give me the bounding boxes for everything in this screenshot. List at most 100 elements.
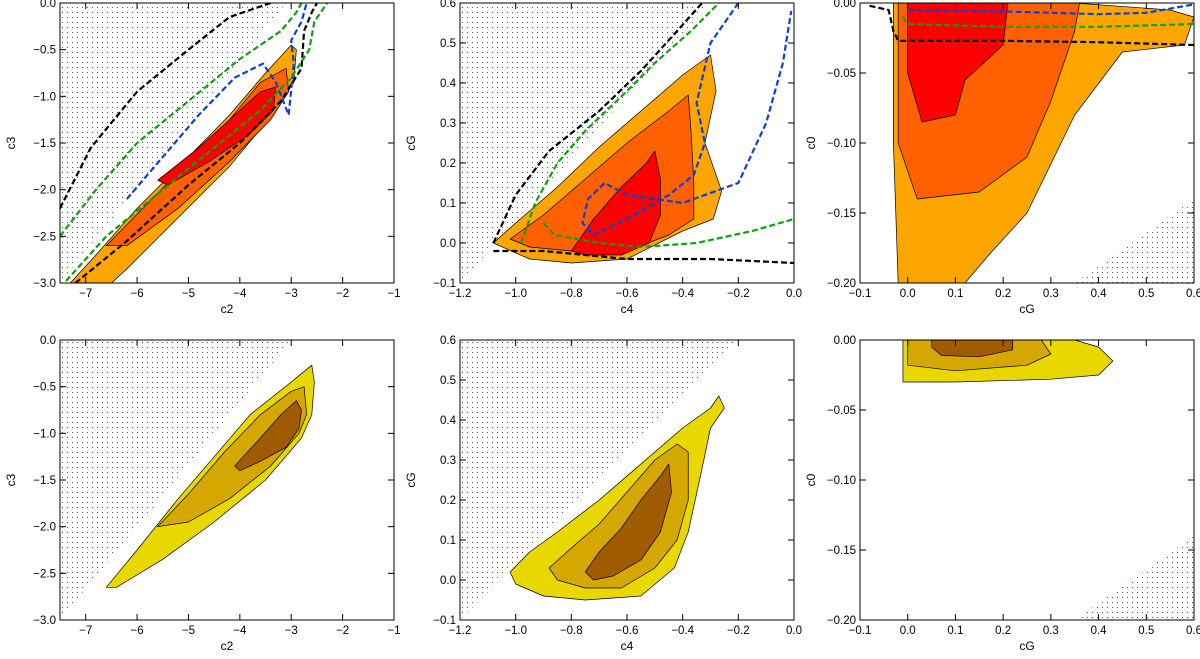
x-tick-label: −2 [336, 625, 349, 637]
x-tick-label: −0.4 [671, 288, 694, 300]
y-tick-label: −0.20 [827, 278, 856, 290]
contour-inner [157, 86, 277, 186]
y-tick-label: 0.3 [440, 455, 456, 467]
x-tick-label: 0.0 [900, 625, 916, 637]
y-tick-label: −0.5 [33, 382, 56, 394]
y-tick-label: −0.15 [827, 545, 856, 557]
contour-middle [548, 443, 689, 589]
sample-dots-region [1074, 536, 1194, 620]
sample-dots-region [460, 3, 711, 283]
x-tick-label: −5 [182, 625, 195, 637]
y-tick-label: −0.05 [827, 405, 856, 417]
contour-inner [931, 340, 1014, 358]
y-tick-label: −1.5 [33, 475, 56, 487]
dashed-contour-line [60, 3, 303, 238]
x-tick-label: −1.0 [504, 288, 527, 300]
y-tick-label: −3.0 [33, 615, 56, 627]
x-axis-label: c4 [621, 302, 634, 316]
x-axis-label: c4 [621, 639, 634, 653]
x-tick-label: −7 [79, 288, 92, 300]
panel-bottom-1: −1.2 −1.0 −0.8 −0.6 −0.4 −0.2 0.0 0.6 0.5 0.4 0.3 0… [404, 335, 802, 653]
x-tick-label: −0.1 [849, 625, 872, 637]
y-tick-label: −0.10 [827, 138, 856, 150]
x-tick-label: −6 [131, 288, 144, 300]
plot-area [460, 340, 739, 620]
panel-top-0: −7 −6 −5 −4 −3 −2 −1 0.0 −0.5 −1.0 −1.5 −2.0 −2.5 −3.… [4, 0, 401, 316]
y-axis-label: c0 [804, 136, 818, 149]
x-tick-label: 0.5 [1138, 625, 1154, 637]
y-tick-label: −2.0 [33, 522, 56, 534]
y-tick-label: 0.6 [440, 0, 456, 10]
x-tick-label: −7 [79, 625, 92, 637]
sample-dots-region [460, 340, 739, 620]
y-tick-label: 0.2 [440, 495, 456, 507]
y-tick-label: −2.5 [33, 231, 56, 243]
y-tick-label: −0.10 [827, 475, 856, 487]
dashed-contour-line [542, 217, 794, 249]
y-tick-label: 0.4 [440, 415, 457, 427]
x-tick-label: 0.3 [1043, 288, 1059, 300]
x-axis-label: cG [1019, 302, 1034, 316]
plot-area [902, 340, 1194, 620]
y-axis-label: c3 [4, 473, 18, 486]
x-axis-label: c2 [221, 639, 234, 653]
dashed-contour-line [581, 3, 793, 237]
panel-top-2: −0.1 0.0 0.1 0.2 0.3 0.4 0.5 0.6 0.00 −0.05 −0.10 −… [804, 0, 1200, 316]
x-tick-label: −0.8 [560, 288, 583, 300]
y-tick-label: −0.5 [33, 45, 56, 57]
x-tick-label: 0.6 [1186, 625, 1200, 637]
x-tick-label: 0.6 [1186, 288, 1200, 300]
y-tick-label: 0.1 [440, 535, 456, 547]
x-tick-label: 0.3 [1043, 625, 1059, 637]
dashed-contour-line [125, 3, 308, 200]
x-tick-label: −3 [285, 288, 298, 300]
x-tick-label: −3 [285, 625, 298, 637]
x-tick-label: −5 [182, 288, 195, 300]
contour-inner [570, 150, 661, 256]
y-tick-label: 0.4 [440, 78, 457, 90]
y-tick-label: −1.0 [33, 428, 56, 440]
x-tick-label: 0.2 [995, 625, 1011, 637]
x-tick-label: 0.0 [900, 288, 916, 300]
y-tick-label: −1.5 [33, 138, 56, 150]
x-tick-label: −1.2 [449, 625, 472, 637]
contour-inner [234, 400, 302, 472]
x-tick-label: 0.0 [786, 625, 802, 637]
y-tick-label: −0.1 [433, 615, 456, 627]
x-axis-label: cG [1019, 639, 1034, 653]
x-tick-label: 0.2 [995, 288, 1011, 300]
panel-bottom-2: −0.1 0.0 0.1 0.2 0.3 0.4 0.5 0.6 0.00 −0.05 −0.10 −… [804, 335, 1200, 653]
dashed-contour-line [869, 4, 1194, 47]
y-tick-label: 0.0 [40, 0, 56, 10]
y-tick-label: 0.0 [40, 335, 56, 347]
panel-bottom-0: −7 −6 −5 −4 −3 −2 −1 0.0 −0.5 −1.0 −1.5 −2.0 −2.5 −3.… [4, 335, 401, 653]
y-tick-label: 0.0 [440, 575, 456, 587]
dashed-contour-line [907, 3, 1194, 16]
dashed-contour-line [62, 3, 329, 283]
y-tick-label: −1.0 [33, 91, 56, 103]
x-tick-label: −6 [131, 625, 144, 637]
sample-dots-region [1074, 199, 1194, 283]
y-axis-label: c0 [804, 473, 818, 486]
x-tick-label: 0.4 [1091, 288, 1108, 300]
plot-area [460, 3, 794, 283]
x-tick-label: 0.1 [947, 288, 963, 300]
x-tick-label: −1.0 [504, 625, 527, 637]
y-tick-label: 0.6 [440, 335, 456, 347]
x-tick-label: −2 [336, 288, 349, 300]
y-tick-label: 0.0 [440, 238, 456, 250]
x-tick-label: −0.2 [727, 288, 750, 300]
x-tick-label: −0.6 [616, 625, 639, 637]
dashed-contour-line [492, 3, 703, 244]
x-tick-label: 0.1 [947, 625, 963, 637]
y-tick-label: 0.3 [440, 118, 456, 130]
y-tick-label: −0.05 [827, 68, 856, 80]
x-tick-label: −0.8 [560, 625, 583, 637]
y-tick-label: −2.0 [33, 185, 56, 197]
contour-middle [157, 386, 307, 528]
x-tick-label: −4 [233, 625, 247, 637]
x-tick-label: 0.5 [1138, 288, 1154, 300]
y-tick-label: 0.00 [834, 335, 856, 347]
y-axis-label: cG [404, 135, 418, 150]
